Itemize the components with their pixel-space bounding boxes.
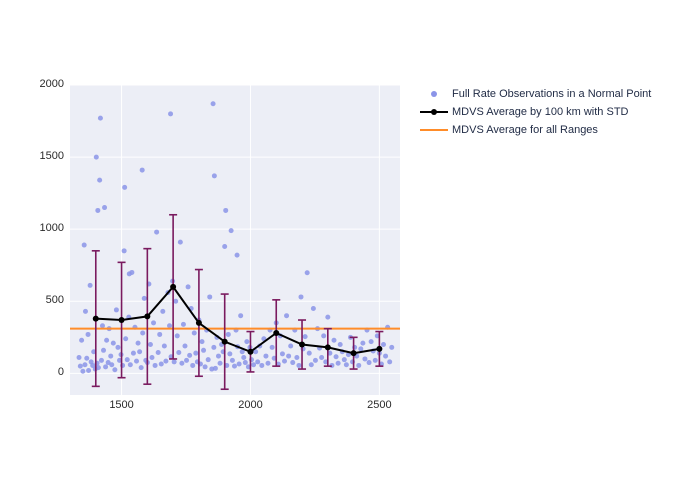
y-tick-label: 1500 (30, 150, 64, 162)
legend-swatch-avg (420, 107, 448, 117)
marker-icon (431, 109, 437, 115)
dot-icon (431, 91, 437, 97)
x-tick-label: 2000 (235, 399, 265, 411)
legend-label-avg: MDVS Average by 100 km with STD (452, 106, 628, 118)
legend-label-global: MDVS Average for all Ranges (452, 124, 598, 136)
chart-stage: 1500 2000 2500 0 500 1000 1500 2000 Full Rate … (0, 0, 700, 500)
x-tick-label: 1500 (107, 399, 137, 411)
y-tick-label: 1000 (30, 222, 64, 234)
legend-label-scatter: Full Rate Observations in a Normal Point (452, 88, 651, 100)
line-marker-icon (420, 111, 448, 113)
line-icon (420, 129, 448, 131)
legend-item-global: MDVS Average for all Ranges (420, 121, 651, 139)
legend: Full Rate Observations in a Normal Point… (420, 85, 651, 139)
x-tick-label: 2500 (364, 399, 394, 411)
y-tick-label: 2000 (30, 78, 64, 90)
y-tick-label: 500 (30, 294, 64, 306)
legend-swatch-global (420, 125, 448, 135)
scatter-chart (70, 85, 400, 395)
y-tick-label: 0 (30, 366, 64, 378)
legend-swatch-scatter (420, 89, 448, 99)
legend-item-avg: MDVS Average by 100 km with STD (420, 103, 651, 121)
legend-item-scatter: Full Rate Observations in a Normal Point (420, 85, 651, 103)
